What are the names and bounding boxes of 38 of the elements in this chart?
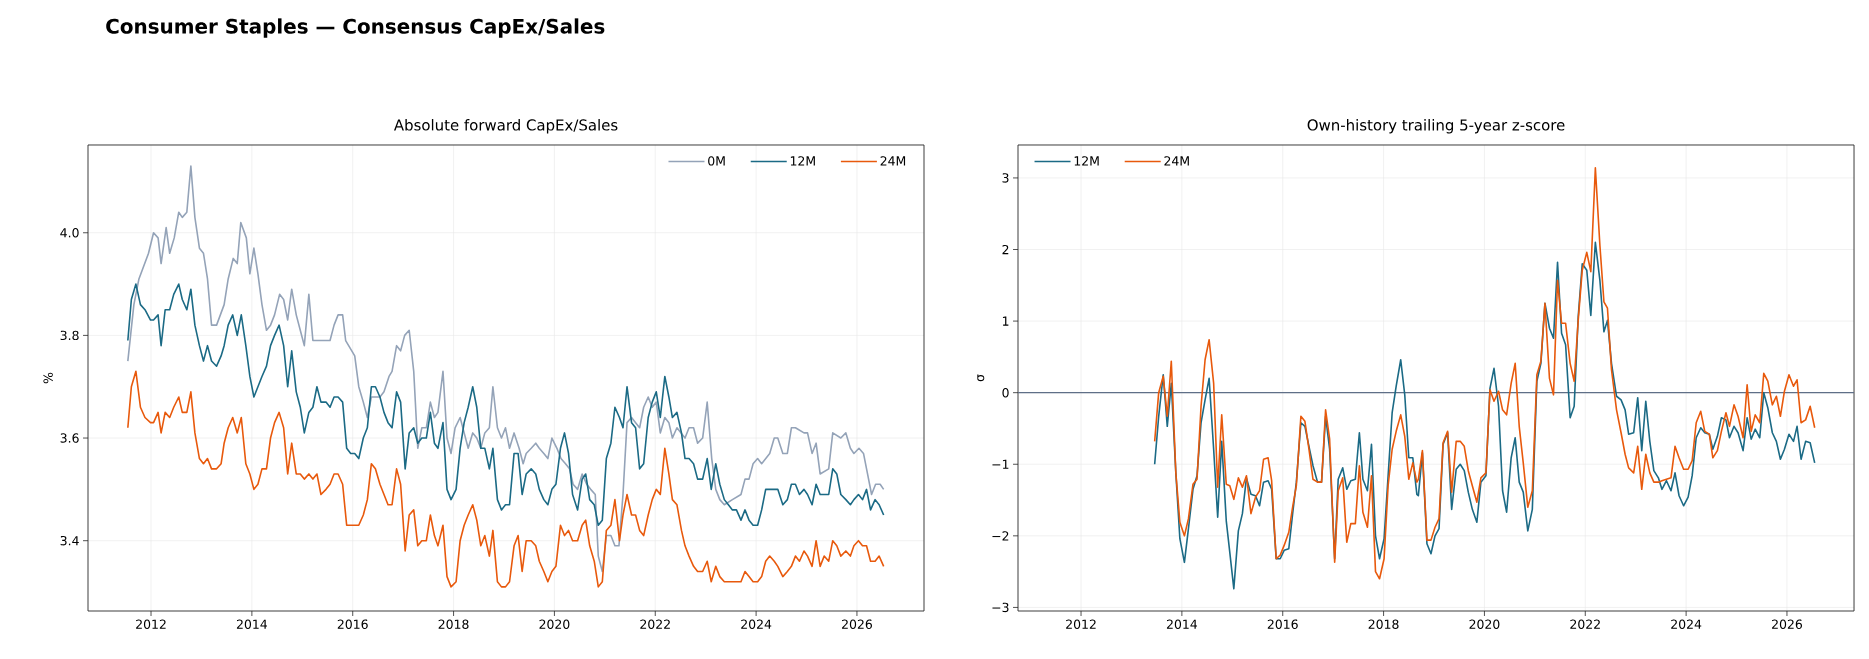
y-tick-label: 4.0 [60, 228, 79, 238]
legend-label: 0M [708, 156, 725, 166]
x-tick-label: 2024 [1671, 619, 1702, 629]
chart-title: Own-history trailing 5-year z-score [1307, 119, 1565, 134]
x-tick-label: 2022 [1570, 619, 1600, 629]
legend-label: 12M [790, 156, 815, 166]
y-tick-label: 3.6 [60, 433, 79, 443]
legend-label: 24M [880, 156, 906, 166]
x-tick-label: 2016 [337, 619, 368, 629]
y-tick-label: 3.4 [60, 535, 79, 546]
y-axis-title: σ [977, 374, 985, 382]
line-series [1153, 167, 1816, 580]
x-tick-label: 2022 [640, 619, 670, 629]
legend-label: 24M [1164, 156, 1189, 166]
x-tick-label: 2026 [1772, 619, 1803, 629]
y-tick-label: −3 [992, 602, 1009, 613]
x-tick-label: 2024 [741, 619, 772, 629]
y-tick-label: 0 [1002, 387, 1009, 398]
legend-label: 12M [1074, 156, 1099, 166]
chart-title: Absolute forward CapEx/Sales [393, 119, 618, 134]
y-axis-title: % [43, 372, 53, 384]
y-tick-label: 1 [1002, 316, 1009, 326]
y-tick-label: −1 [992, 459, 1009, 469]
y-tick-label: 3.8 [60, 330, 79, 341]
x-tick-label: 2014 [1166, 619, 1198, 629]
x-tick-label: 2018 [1368, 619, 1399, 629]
x-tick-label: 2026 [842, 619, 872, 629]
y-tick-label: −2 [992, 531, 1009, 541]
y-tick-label: 2 [1002, 244, 1009, 255]
x-tick-label: 2014 [236, 619, 268, 629]
y-tick-label: 3 [1002, 173, 1009, 183]
x-tick-label: 2020 [539, 619, 570, 629]
x-tick-label: 2018 [438, 619, 469, 629]
x-tick-label: 2012 [1066, 619, 1096, 629]
x-tick-label: 2016 [1267, 619, 1298, 629]
x-tick-label: 2020 [1469, 619, 1500, 629]
x-tick-label: 2012 [136, 619, 166, 629]
text: Consumer Staples — Consensus CapEx/Sales [106, 18, 605, 38]
